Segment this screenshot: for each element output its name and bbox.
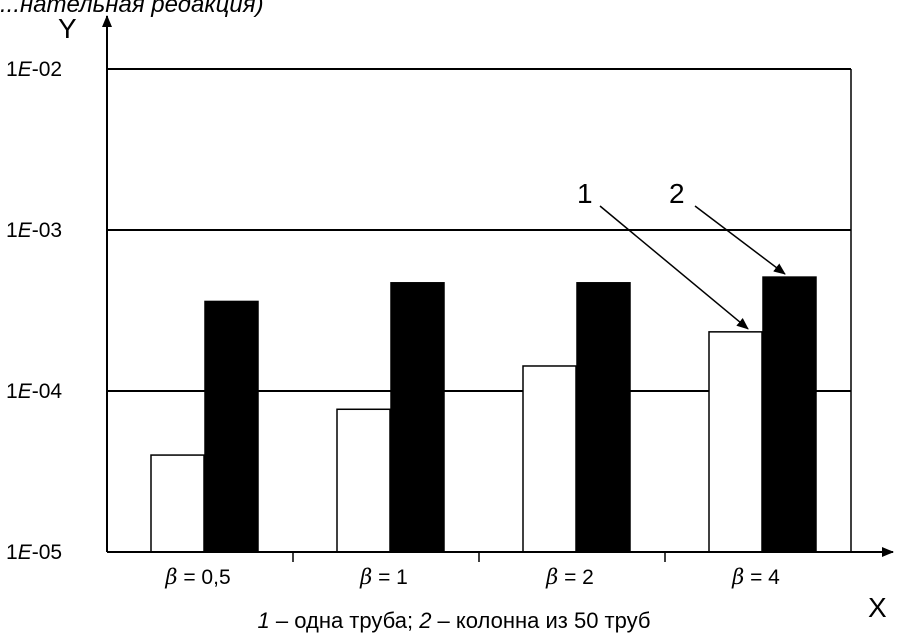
x-category-label-3: β = 2	[545, 565, 594, 589]
bar-series-1-cat-1	[150, 454, 205, 553]
bar-series-2-cat-3	[576, 282, 631, 553]
annotation-label-1: 1	[577, 178, 593, 209]
axes: YX	[58, 13, 894, 623]
x-axis-label: X	[868, 592, 887, 623]
bars	[150, 276, 817, 553]
header-fragment: ...нательная редакция)	[0, 0, 264, 18]
annotation-arrow-1	[599, 205, 749, 330]
y-tick-label-1: 1E-04	[6, 380, 62, 403]
y-tick-labels: 1E-05 1E-04 1E-03 1E-02	[6, 58, 62, 564]
bar-series-2-cat-1	[204, 300, 259, 553]
bar-series-2-cat-4	[762, 276, 817, 553]
annotation-arrow-2	[694, 205, 786, 275]
caption-series-1-text: – одна труба;	[269, 608, 420, 633]
figure-caption: 1 – одна труба; 2 – колонна из 50 труб	[0, 608, 908, 634]
x-category-labels: β = 0,5 β = 1 β = 2 β = 4	[164, 565, 780, 589]
y-tick-label-0: 1E-05	[6, 541, 62, 564]
bar-series-1-cat-4	[708, 331, 763, 553]
bar-series-1-cat-3	[522, 365, 577, 553]
caption-series-2-number: 2	[419, 608, 432, 633]
caption-series-2-text: – колонна из 50 труб	[431, 608, 651, 633]
bar-series-1-cat-2	[336, 408, 391, 553]
plot-frame	[107, 68, 852, 552]
annotation-label-2: 2	[669, 178, 685, 209]
y-axis-label: Y	[58, 13, 77, 44]
bar-series-2-cat-2	[390, 282, 445, 553]
x-category-label-2: β = 1	[359, 565, 408, 589]
y-tick-label-3: 1E-02	[6, 58, 62, 81]
x-category-label-4: β = 4	[731, 565, 780, 589]
caption-series-1-number: 1	[257, 608, 270, 633]
y-tick-label-2: 1E-03	[6, 219, 62, 242]
x-category-label-1: β = 0,5	[164, 565, 230, 589]
